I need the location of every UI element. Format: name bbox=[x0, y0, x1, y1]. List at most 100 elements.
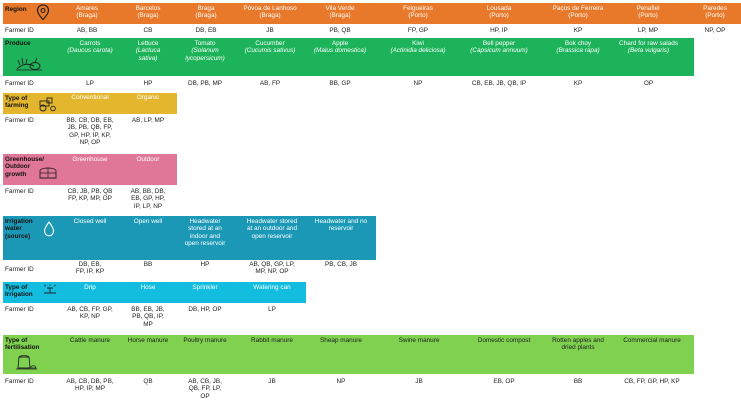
greenhouse-farmer-id-label: Farmer ID bbox=[5, 188, 34, 195]
irrigation-type-ids-sprinkler: DB, HP, OP bbox=[188, 306, 222, 313]
produce-ids-tomato: DB, PB, MP bbox=[187, 80, 223, 87]
manure-bag-icon bbox=[16, 355, 37, 370]
produce-col-cucumber: Cucumber (Cucumis sativus) bbox=[244, 40, 296, 55]
irrigation-type-col-sprinkler: Sprinkler bbox=[192, 284, 218, 291]
fertilisation-col-rabbit: Rabbit manure bbox=[251, 337, 293, 344]
fertilisation-ids-swine: JB bbox=[415, 378, 423, 385]
fertilisation-ids-commercial: CB, FP, GP, HP, KP bbox=[624, 378, 680, 385]
irrigation-source-farmer-id-label: Farmer ID bbox=[5, 266, 34, 273]
fertilisation-col-poultry: Poultry manure bbox=[183, 337, 227, 344]
irrigation-type-ids-watering-can: LP bbox=[268, 306, 276, 313]
irrigation-source-ids-outdoor: AB, QB, GP, LP, MP, NP, OP bbox=[249, 261, 295, 276]
fertilisation-col-rotten-apples: Rotten apples and dried plants bbox=[552, 337, 604, 352]
region-ids-felgueiras: FP, GP bbox=[407, 27, 429, 34]
region-col-vila-verde: Vila Verde (Braga) bbox=[325, 5, 355, 20]
fertilisation-col-compost: Domestic compost bbox=[477, 337, 531, 344]
fertilisation-ids-poultry: AB, CB, JB, QB, FP, LP, OP bbox=[188, 378, 222, 400]
irrigation-source-ids-indoor: HP bbox=[200, 261, 210, 268]
irrigation-source-col-outdoor: Headwater stored at an outdoor and open re… bbox=[246, 218, 298, 240]
produce-ids-bok-choy: KP bbox=[573, 80, 583, 87]
region-ids-vila-verde: PB, QB bbox=[329, 27, 351, 34]
produce-ids-lettuce: HP bbox=[143, 80, 153, 87]
produce-ids-apple: BB, GP bbox=[329, 80, 351, 87]
fertilisation-band bbox=[3, 335, 694, 374]
region-col-braga: Braga (Braga) bbox=[195, 5, 217, 20]
produce-col-carrots: Carrots (Daucus carota) bbox=[67, 40, 113, 55]
greenhouse-ids-outdoor: AB, BB, DB, EB, GP, HP, IP, LP, NP bbox=[130, 188, 166, 210]
region-ids-pacos: KP bbox=[573, 27, 583, 34]
fertilisation-ids-cattle: AB, CB, DB, PB, HP, IP, MP bbox=[66, 378, 114, 393]
farming-col-conventional: Conventional bbox=[71, 94, 109, 101]
greenhouse-col-greenhouse: Greenhouse bbox=[72, 156, 108, 163]
region-ids-amares: AB, BB bbox=[76, 27, 98, 34]
irrigation-source-ids-closed-well: DB, EB, FP, IP, KP bbox=[75, 261, 105, 276]
fertilisation-ids-compost: EB, OP bbox=[493, 378, 515, 385]
produce-ids-bell-pepper: CB, EB, JB, QB, IP bbox=[471, 80, 527, 87]
region-band bbox=[3, 3, 741, 24]
fertilisation-col-horse: Horse manure bbox=[127, 337, 169, 344]
fertilisation-label: Type of fertilisation bbox=[5, 337, 40, 352]
region-col-barcelos: Barcelos (Braga) bbox=[135, 5, 161, 20]
region-col-povoa: Póvoa de Lanhoso (Braga) bbox=[243, 5, 297, 20]
fertilisation-ids-rotten-apples: BB bbox=[573, 378, 583, 385]
region-col-amares: Amares (Braga) bbox=[75, 5, 99, 20]
fertilisation-ids-sheap: NP bbox=[336, 378, 346, 385]
irrigation-type-label: Type of Irrigation bbox=[5, 284, 33, 299]
region-col-pacos: Paços de Ferreira (Porto) bbox=[552, 5, 604, 20]
region-ids-paredes: NP, OP bbox=[704, 27, 726, 34]
region-col-paredes: Paredes (Porto) bbox=[703, 5, 727, 20]
tractor-icon bbox=[39, 97, 56, 112]
produce-col-tomato: Tomato (Solanum lycopersicum) bbox=[185, 40, 225, 62]
irrigation-source-col-no-reservoir: Headwater and no reservoir bbox=[314, 218, 368, 233]
produce-ids-chard: OP bbox=[643, 80, 654, 87]
produce-farmer-id-label: Farmer ID bbox=[5, 80, 34, 87]
region-ids-lousada: HP, IP bbox=[490, 27, 508, 34]
region-ids-braga: DB, EB bbox=[195, 27, 217, 34]
produce-col-bok-choy: Bok choy (Brassica rapa) bbox=[556, 40, 600, 55]
produce-col-lettuce: Lettuce (Lactuca sativa) bbox=[135, 40, 161, 62]
produce-col-kiwi: Kiwi (Actinidia deliciosa) bbox=[390, 40, 446, 55]
greenhouse-ids-greenhouse: CB, JB, PB, QB FP, KP, MP, OP bbox=[67, 188, 113, 203]
irrigation-source-col-closed-well: Closed well bbox=[73, 218, 107, 225]
region-farmer-id-label: Farmer ID bbox=[5, 27, 34, 34]
produce-band bbox=[3, 38, 694, 76]
farming-farmer-id-label: Farmer ID bbox=[5, 117, 34, 124]
irrigation-type-band bbox=[3, 282, 306, 303]
greenhouse-band bbox=[3, 154, 177, 185]
region-col-lousada: Lousada (Porto) bbox=[486, 5, 512, 20]
vegetables-icon bbox=[16, 57, 42, 71]
sprinkler-icon bbox=[43, 284, 57, 294]
irrigation-type-col-hose: Hose bbox=[140, 284, 156, 291]
greenhouse-icon bbox=[39, 167, 57, 179]
produce-ids-cucumber: AB, FP bbox=[259, 80, 281, 87]
irrigation-source-ids-no-reservoir: PB, CB, JB bbox=[325, 261, 357, 268]
produce-ids-carrots: LP bbox=[86, 80, 94, 87]
irrigation-source-col-indoor: Headwater stored at an indoor and open rese… bbox=[184, 218, 226, 248]
fertilisation-col-sheap: Sheap manure bbox=[320, 337, 362, 344]
region-ids-penafiel: LP, MP bbox=[637, 27, 659, 34]
irrigation-type-col-drip: Drip bbox=[84, 284, 96, 291]
fertilisation-ids-horse: QB bbox=[143, 378, 153, 385]
irrigation-source-col-open-well: Open well bbox=[133, 218, 163, 225]
irrigation-type-col-watering-can: Watering can bbox=[253, 284, 291, 291]
irrigation-type-ids-drip: AB, CB, FP, GP, KP, NP bbox=[67, 306, 113, 321]
produce-col-bell-pepper: Bell pepper (Capsicum annuum) bbox=[470, 40, 528, 55]
farming-ids-conventional: BB, CB, DB, EB, JB, PB, QB, FP, GP, HP, IP… bbox=[66, 117, 114, 147]
irrigation-type-ids-hose: BB, EB, JB, PB, QB, IP, MP bbox=[131, 306, 165, 328]
fertilisation-ids-rabbit: JB bbox=[268, 378, 276, 385]
region-ids-povoa: JB bbox=[266, 27, 274, 34]
region-col-penafiel: Penafiel (Porto) bbox=[636, 5, 660, 20]
farming-label: Type of farming bbox=[5, 95, 29, 110]
region-ids-barcelos: CB bbox=[143, 27, 153, 34]
produce-col-chard: Chard for raw salads (Beta vulgaris) bbox=[619, 40, 678, 55]
map-pin-icon bbox=[36, 4, 50, 21]
irrigation-source-label: Irrigation water (source) bbox=[5, 218, 33, 240]
greenhouse-col-outdoor: Outdoor bbox=[136, 156, 160, 163]
farming-band bbox=[3, 93, 177, 114]
greenhouse-label: Greenhouse/Outdoor growth bbox=[5, 156, 45, 178]
irrigation-type-farmer-id-label: Farmer ID bbox=[5, 306, 34, 313]
fertilisation-col-swine: Swine manure bbox=[398, 337, 440, 344]
farming-ids-organic: AB, LP, MP bbox=[131, 117, 165, 124]
region-col-felgueiras: Felgueiras (Porto) bbox=[403, 5, 433, 20]
produce-label: Produce bbox=[5, 40, 31, 47]
